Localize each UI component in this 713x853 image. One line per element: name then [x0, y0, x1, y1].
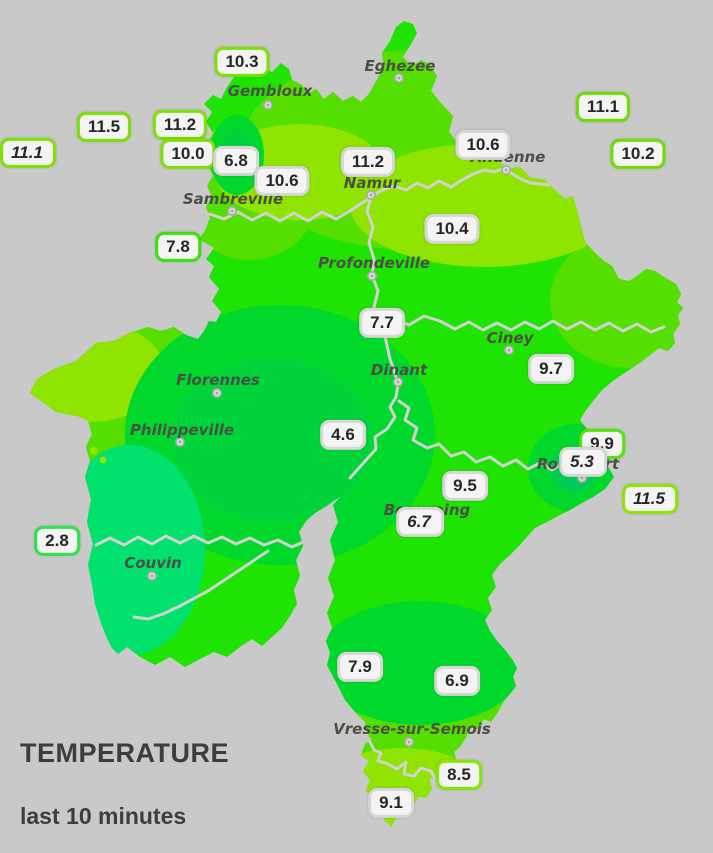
city-dot-center: [150, 574, 154, 578]
temperature-label: 10.2: [610, 138, 666, 170]
map-enclave: [90, 447, 98, 455]
temperature-label: 10.6: [455, 129, 511, 161]
title-block: TEMPERATURE last 10 minutes 26-02-2026 |…: [20, 703, 229, 853]
city-marker: Ciney: [487, 329, 535, 355]
temperature-label: 7.9: [337, 651, 383, 683]
temperature-label: 11.1: [0, 137, 56, 169]
city-name: Florennes: [176, 371, 260, 389]
river-eau-noire: [94, 534, 305, 549]
city-name: Vresse-sur-Semois: [333, 720, 491, 738]
temperature-label: 11.2: [340, 146, 396, 178]
river-eau-noire-branch: [132, 549, 270, 621]
temperature-label: 8.5: [436, 759, 482, 791]
city-marker: Vresse-sur-Semois: [333, 720, 491, 747]
temperature-label: 6.8: [213, 145, 259, 177]
city-dot-center: [504, 168, 508, 172]
temperature-label: 9.7: [528, 353, 574, 385]
band-center-core: [172, 358, 372, 522]
temperature-label: 9.1: [368, 787, 414, 819]
temperature-label: 7.8: [155, 231, 201, 263]
city-name: Namur: [344, 174, 402, 192]
city-name: Eghezee: [365, 57, 436, 75]
map-subtitle: last 10 minutes: [20, 803, 187, 830]
city-name: Gembloux: [228, 82, 314, 100]
city-dot-center: [369, 193, 373, 197]
temperature-label: 7.7: [359, 307, 405, 339]
temperature-label: 9.5: [442, 470, 488, 502]
temperature-label: 5.3: [559, 446, 607, 478]
river-meuse-south: [348, 195, 400, 480]
temperature-label: 11.5: [76, 111, 132, 143]
city-dot-center: [396, 380, 400, 384]
city-name: Ciney: [487, 329, 535, 347]
city-marker: Gembloux: [228, 82, 314, 111]
city-marker: Profondeville: [318, 254, 430, 281]
city-marker: Eghezee: [365, 57, 436, 84]
city-dot-center: [580, 476, 584, 480]
map-enclave: [99, 456, 107, 464]
city-marker: Namur: [344, 174, 402, 201]
temperature-label: 6.7: [396, 506, 444, 538]
river-sambre: [194, 195, 373, 223]
river-bocq: [379, 314, 666, 334]
temperature-label: 6.9: [434, 665, 480, 697]
city-dot-center: [215, 391, 219, 395]
temperature-label: 10.4: [424, 213, 480, 245]
band-east-mid: [550, 232, 683, 368]
city-dot-center: [370, 274, 374, 278]
city-marker: Florennes: [176, 371, 260, 398]
temperature-label: 2.8: [34, 525, 80, 557]
city-dot-center: [397, 76, 401, 80]
temperature-label: 10.0: [160, 138, 216, 170]
city-name: Profondeville: [318, 254, 430, 272]
city-marker: Philippeville: [130, 421, 234, 447]
temperature-label: 10.6: [254, 165, 310, 197]
city-name: Couvin: [124, 554, 182, 572]
city-name: Philippeville: [130, 421, 234, 439]
city-marker: Couvin: [124, 554, 182, 581]
city-dot-center: [266, 103, 270, 107]
temperature-label: 11.1: [575, 91, 631, 123]
temperature-label: 10.3: [214, 46, 270, 78]
temperature-label: 4.6: [320, 419, 366, 451]
city-marker: Dinant: [371, 361, 428, 387]
temperature-label: 11.5: [622, 483, 678, 515]
map-title: TEMPERATURE: [20, 738, 230, 768]
river-meuse-north: [369, 167, 552, 199]
city-name: Dinant: [371, 361, 428, 379]
temperature-label: 11.2: [152, 109, 208, 141]
city-dot-center: [178, 440, 182, 444]
city-dot-center: [407, 740, 411, 744]
city-dot-center: [230, 209, 234, 213]
city-dot-center: [507, 348, 511, 352]
